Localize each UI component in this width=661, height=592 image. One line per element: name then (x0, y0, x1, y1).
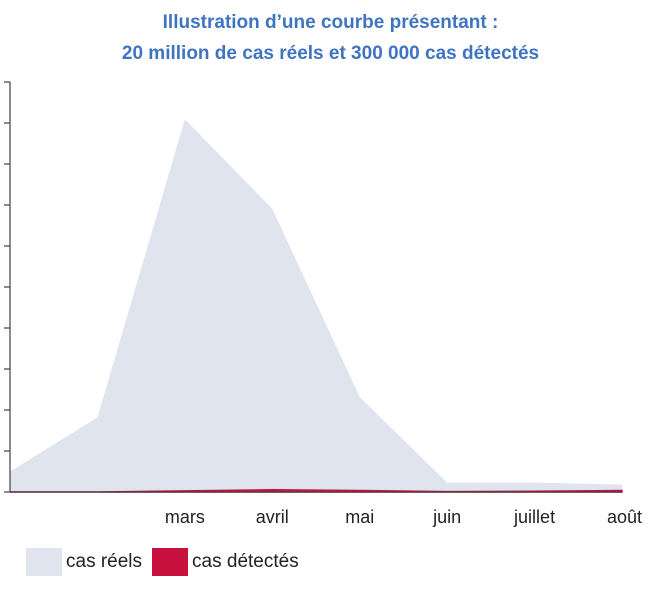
chart-areas (10, 119, 623, 493)
legend-item-cas-detectes: cas détectés (152, 548, 299, 576)
x-tick-labels: mars avril mai juin juillet août (165, 507, 642, 527)
x-tick-label: mars (165, 507, 205, 527)
area-series-cas-reels (10, 119, 622, 492)
chart-title-line-1: Illustration d’une courbe présentant : (162, 12, 499, 33)
legend-label-cas-detectes: cas détectés (192, 551, 299, 572)
chart-title-line-2: 20 million de cas réels et 300 000 cas d… (121, 43, 540, 64)
x-tick-label: mai (345, 507, 374, 527)
legend-swatch-cas-reels (26, 548, 62, 576)
legend-label-cas-reels: cas réels (66, 551, 143, 572)
chart-axes (4, 81, 622, 493)
x-tick-label: août (607, 507, 642, 527)
x-tick-label: avril (256, 507, 289, 527)
legend: cas réels cas détectés (26, 546, 309, 578)
x-tick-label: juin (432, 507, 461, 527)
legend-swatch-cas-detectes (152, 548, 189, 576)
legend-item-cas-reels: cas réels (26, 548, 142, 576)
x-tick-label: juillet (513, 507, 555, 527)
